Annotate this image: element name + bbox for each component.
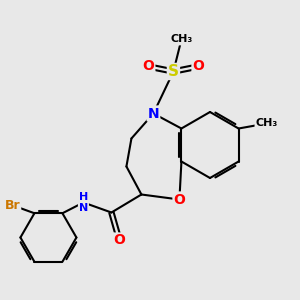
Text: O: O	[113, 233, 125, 248]
Text: O: O	[193, 59, 204, 74]
Text: S: S	[168, 64, 179, 79]
Text: O: O	[173, 193, 185, 206]
Text: O: O	[142, 59, 154, 74]
Text: CH₃: CH₃	[256, 118, 278, 128]
Text: Br: Br	[4, 199, 20, 212]
Text: H
N: H N	[79, 192, 88, 213]
Text: N: N	[148, 106, 159, 121]
Text: CH₃: CH₃	[170, 34, 193, 44]
